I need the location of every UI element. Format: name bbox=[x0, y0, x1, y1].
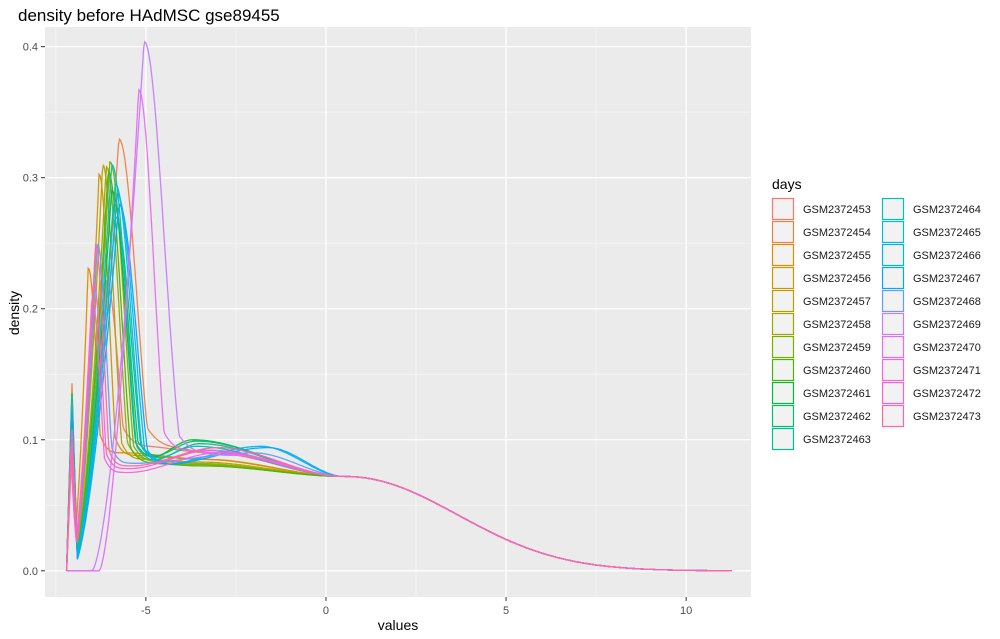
legend-key bbox=[881, 381, 905, 405]
legend-label: GSM2372470 bbox=[913, 342, 981, 354]
legend-key bbox=[881, 358, 905, 382]
grid-minor bbox=[45, 27, 751, 597]
legend-item: GSM2372463 bbox=[771, 427, 871, 451]
x-tick-label: 5 bbox=[503, 605, 509, 617]
legend-label: GSM2372454 bbox=[803, 227, 871, 239]
legend-label: GSM2372453 bbox=[803, 204, 871, 216]
legend-key bbox=[771, 381, 795, 405]
y-tick-label: 0.0 bbox=[23, 566, 38, 578]
grid-major bbox=[45, 27, 751, 597]
legend: days GSM2372453 GSM2372454 GSM2372455 GSM23… bbox=[771, 176, 981, 451]
legend-key bbox=[771, 427, 795, 451]
legend-item: GSM2372456 bbox=[771, 266, 871, 290]
legend-label: GSM2372468 bbox=[913, 296, 981, 308]
legend-key bbox=[771, 220, 795, 244]
x-tick-label: 10 bbox=[680, 605, 692, 617]
legend-item: GSM2372454 bbox=[771, 220, 871, 244]
legend-label: GSM2372466 bbox=[913, 250, 981, 262]
legend-label: GSM2372473 bbox=[913, 411, 981, 423]
legend-key bbox=[881, 220, 905, 244]
chart-title: density before HAdMSC gse89455 bbox=[18, 6, 280, 25]
legend-item: GSM2372457 bbox=[771, 289, 871, 313]
legend-item: GSM2372459 bbox=[771, 335, 871, 359]
y-tick-label: 0.1 bbox=[23, 435, 38, 447]
legend-item: GSM2372453 bbox=[771, 197, 871, 221]
density-curve-GSM2372473 bbox=[65, 243, 732, 572]
legend-label: GSM2372472 bbox=[913, 388, 981, 400]
legend-label: GSM2372460 bbox=[803, 365, 871, 377]
legend-key bbox=[771, 197, 795, 221]
x-axis-title: values bbox=[378, 617, 418, 633]
legend-title: days bbox=[772, 176, 802, 192]
legend-label: GSM2372463 bbox=[803, 434, 871, 446]
legend-label: GSM2372467 bbox=[913, 273, 981, 285]
legend-key bbox=[881, 243, 905, 267]
legend-item: GSM2372461 bbox=[771, 381, 871, 405]
y-axis-title: density bbox=[6, 291, 22, 335]
legend-item: GSM2372469 bbox=[881, 312, 981, 336]
legend-item: GSM2372467 bbox=[881, 266, 981, 290]
legend-label: GSM2372461 bbox=[803, 388, 871, 400]
legend-item: GSM2372466 bbox=[881, 243, 981, 267]
legend-item: GSM2372471 bbox=[881, 358, 981, 382]
legend-key bbox=[771, 266, 795, 290]
legend-key bbox=[881, 266, 905, 290]
plot-panel bbox=[45, 27, 751, 597]
legend-label: GSM2372459 bbox=[803, 342, 871, 354]
legend-key bbox=[881, 289, 905, 313]
legend-key bbox=[881, 197, 905, 221]
legend-item: GSM2372460 bbox=[771, 358, 871, 382]
legend-label: GSM2372458 bbox=[803, 319, 871, 331]
legend-item: GSM2372468 bbox=[881, 289, 981, 313]
legend-key bbox=[771, 243, 795, 267]
legend-label: GSM2372464 bbox=[913, 204, 981, 216]
legend-item: GSM2372462 bbox=[771, 404, 871, 428]
legend-label: GSM2372462 bbox=[803, 411, 871, 423]
legend-key bbox=[771, 312, 795, 336]
x-axis: -5 0 5 10 bbox=[141, 597, 692, 617]
legend-label: GSM2372465 bbox=[913, 227, 981, 239]
legend-item: GSM2372470 bbox=[881, 335, 981, 359]
legend-item: GSM2372455 bbox=[771, 243, 871, 267]
legend-item: GSM2372464 bbox=[881, 197, 981, 221]
legend-key bbox=[771, 358, 795, 382]
legend-label: GSM2372457 bbox=[803, 296, 871, 308]
density-curves bbox=[65, 40, 732, 572]
y-tick-label: 0.4 bbox=[23, 42, 38, 54]
legend-label: GSM2372455 bbox=[803, 250, 871, 262]
legend-key bbox=[771, 335, 795, 359]
y-tick-label: 0.2 bbox=[23, 304, 38, 316]
legend-item: GSM2372458 bbox=[771, 312, 871, 336]
y-tick-label: 0.3 bbox=[23, 173, 38, 185]
legend-label: GSM2372469 bbox=[913, 319, 981, 331]
legend-item: GSM2372472 bbox=[881, 381, 981, 405]
legend-item: GSM2372465 bbox=[881, 220, 981, 244]
legend-key bbox=[771, 289, 795, 313]
legend-item: GSM2372473 bbox=[881, 404, 981, 428]
x-tick-label: 0 bbox=[323, 605, 329, 617]
legend-label: GSM2372471 bbox=[913, 365, 981, 377]
legend-key bbox=[881, 312, 905, 336]
legend-key bbox=[881, 404, 905, 428]
x-tick-label: -5 bbox=[141, 605, 151, 617]
legend-label: GSM2372456 bbox=[803, 273, 871, 285]
legend-key bbox=[881, 335, 905, 359]
y-axis: 0.0 0.1 0.2 0.3 0.4 bbox=[23, 42, 45, 578]
legend-key bbox=[771, 404, 795, 428]
